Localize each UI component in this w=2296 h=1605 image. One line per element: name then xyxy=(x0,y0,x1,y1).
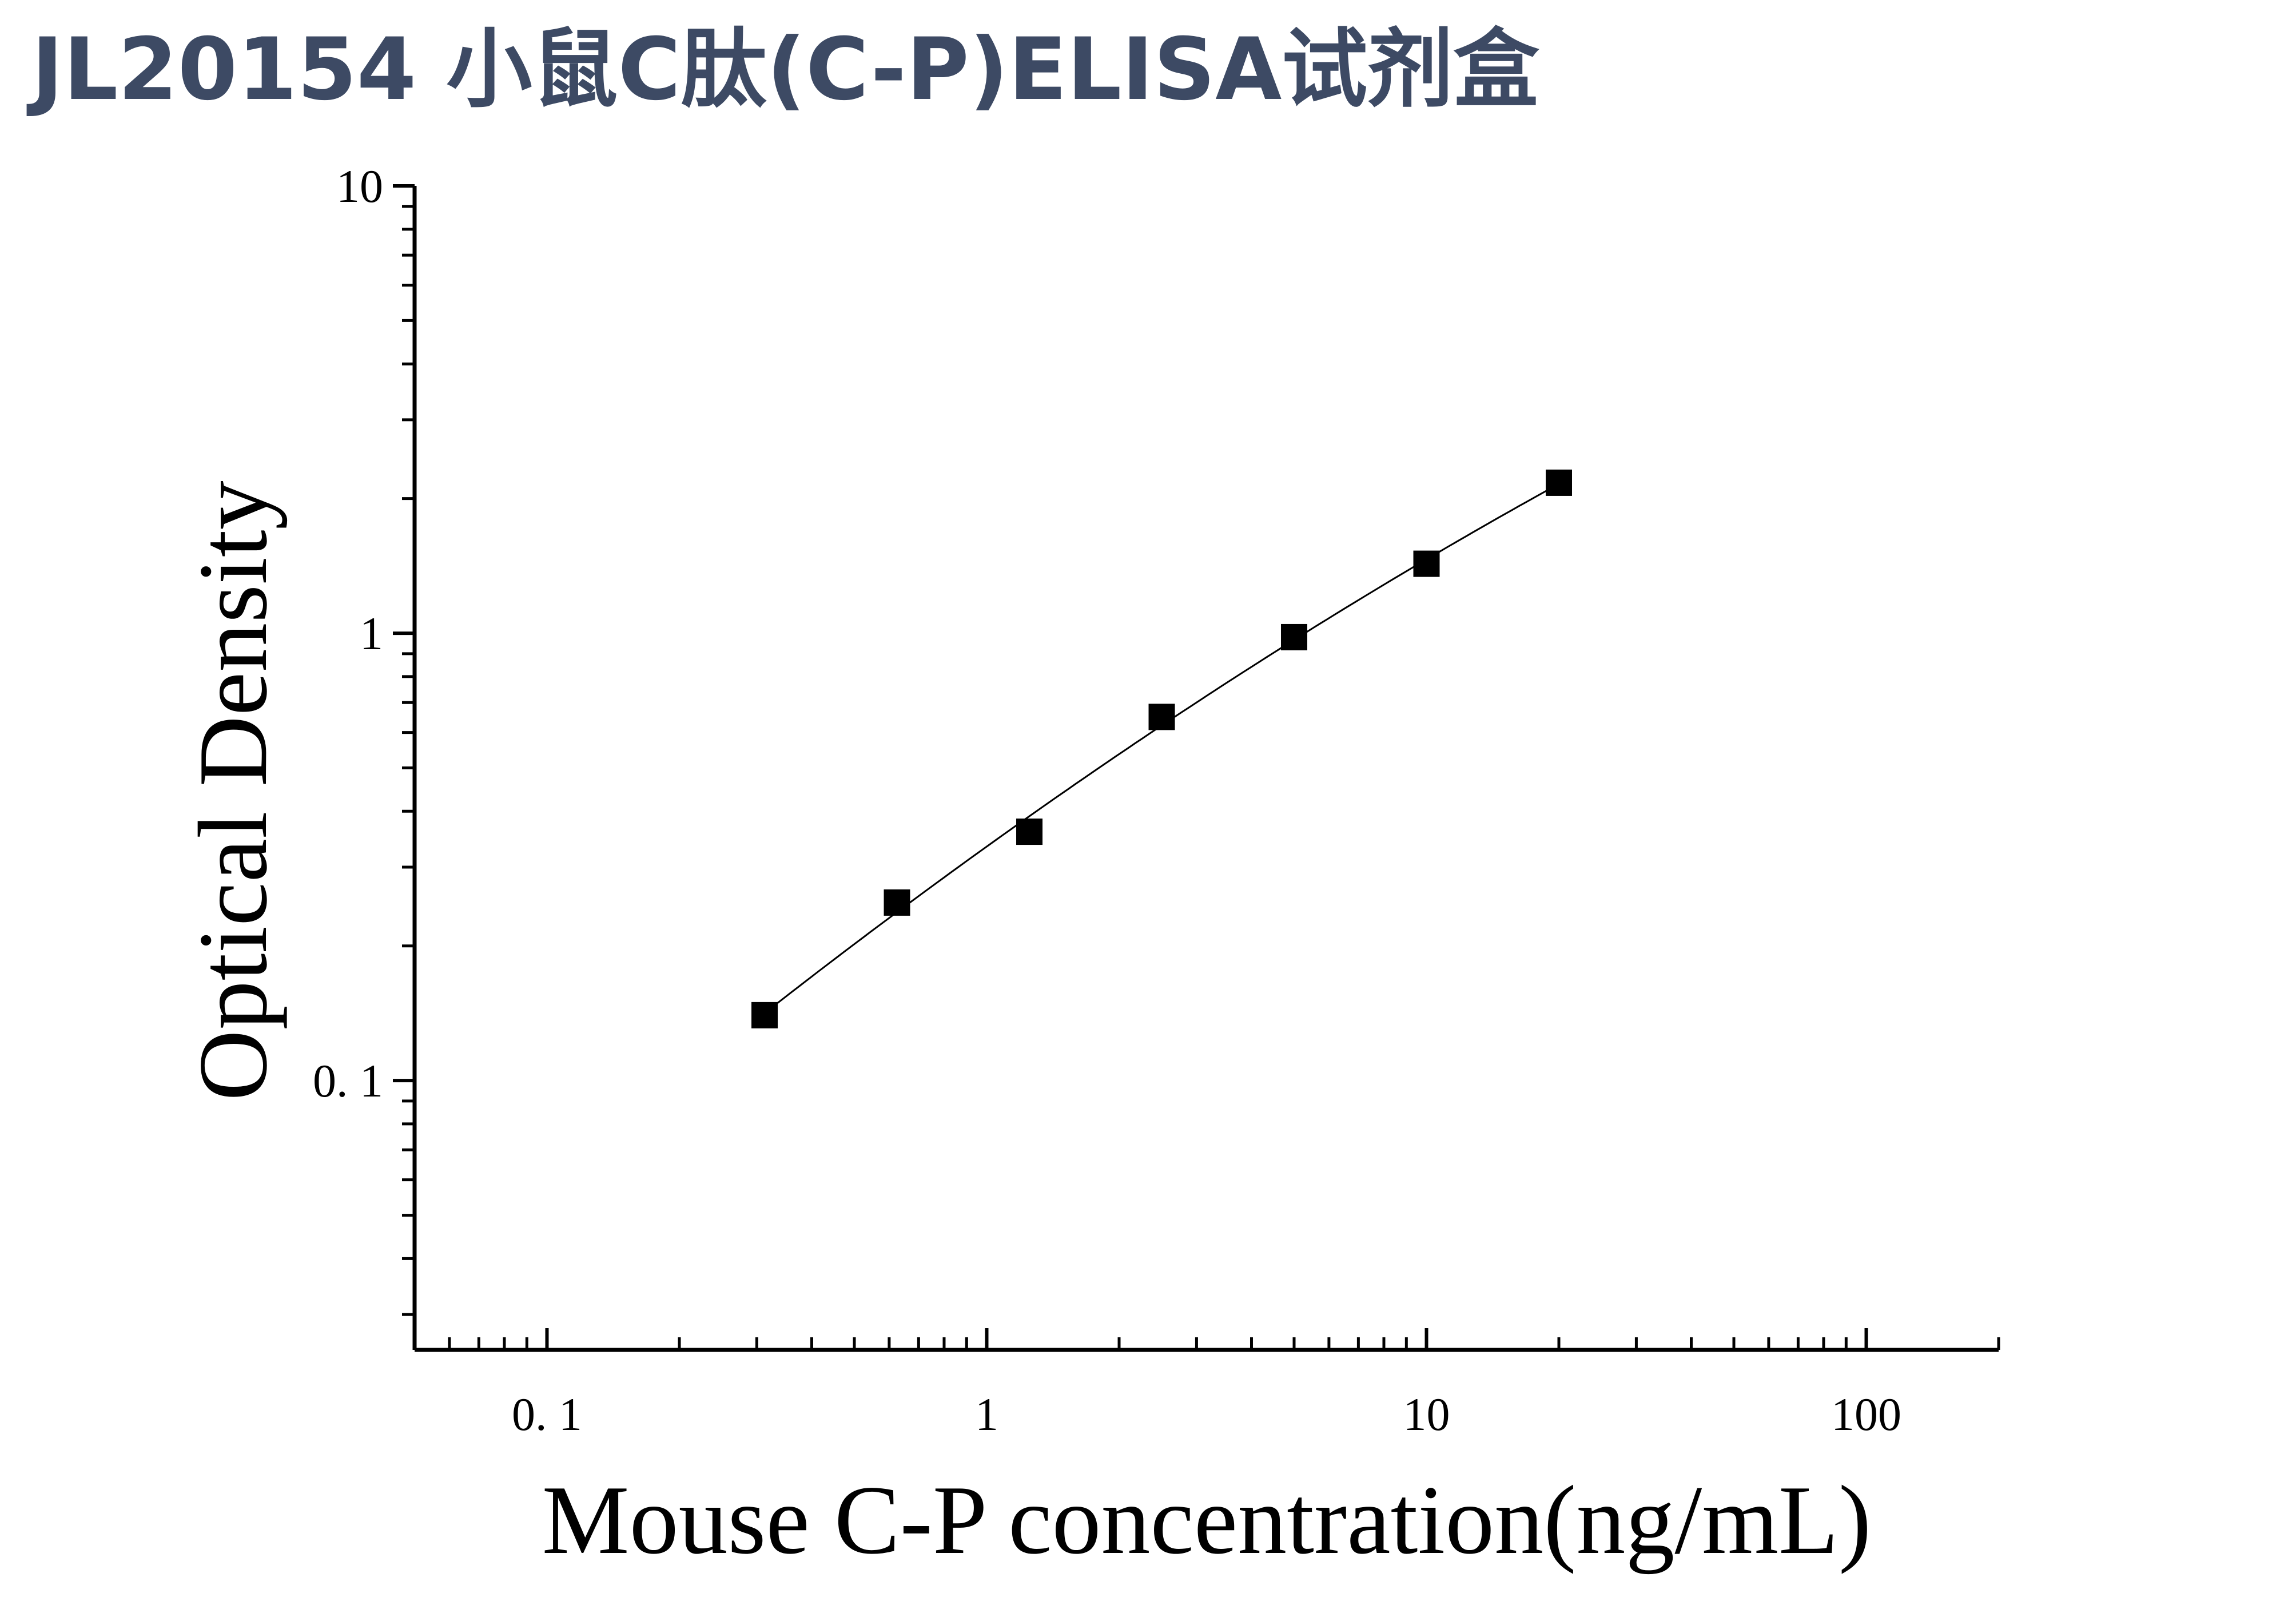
y-tick-label: 1 xyxy=(360,607,383,660)
data-point xyxy=(1413,550,1440,577)
y-tick-label: 0. 1 xyxy=(313,1055,383,1107)
data-point xyxy=(1016,819,1043,845)
fit-curve-line xyxy=(764,483,1559,1014)
x-tick-label: 100 xyxy=(1831,1388,1901,1440)
x-axis-title: Mouse C-P concentration(ng/mL) xyxy=(542,1466,1872,1575)
y-tick-label: 10 xyxy=(336,160,383,212)
tick-labels: 0. 1 1 10 100 0. 1 1 10 xyxy=(313,160,1901,1440)
data-point xyxy=(751,1002,778,1028)
x-tick-label: 0. 1 xyxy=(512,1388,582,1440)
x-tick-label: 10 xyxy=(1403,1388,1450,1440)
page-title: JL20154 小鼠C肽(C-P)ELISA试剂盒 xyxy=(31,20,1539,120)
data-point xyxy=(1281,623,1308,650)
data-points xyxy=(751,469,1572,1028)
data-point xyxy=(1148,704,1175,730)
chart-axes xyxy=(393,184,2000,1352)
data-point xyxy=(1545,469,1572,496)
x-tick-label: 1 xyxy=(975,1388,998,1440)
y-axis-title: Optical Density xyxy=(179,480,288,1101)
data-point xyxy=(884,889,910,916)
